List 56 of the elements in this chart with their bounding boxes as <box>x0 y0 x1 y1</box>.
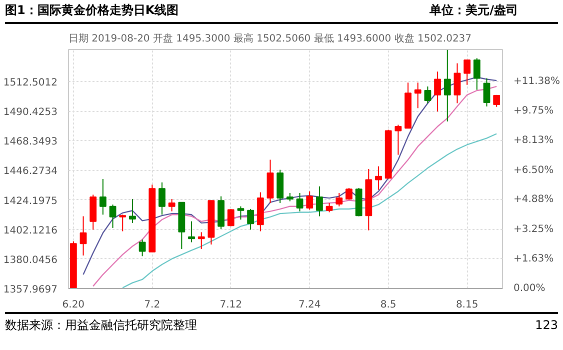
candlestick <box>454 62 461 104</box>
candlestick <box>129 198 136 224</box>
y2-tick-label: +6.50% <box>514 164 554 176</box>
y2-tick-label: +11.38% <box>514 76 560 88</box>
candlestick <box>109 204 116 228</box>
candlestick <box>247 208 254 230</box>
y-tick-label: 1512.5012 <box>3 78 58 89</box>
x-tick-label: 7.24 <box>298 300 321 310</box>
line-series <box>122 133 498 288</box>
y-tick-label: 1380.0456 <box>3 254 58 266</box>
candlestick <box>188 220 195 243</box>
candlestick <box>336 192 343 207</box>
x-tick-label: 7.12 <box>220 300 242 310</box>
candlestick <box>483 78 490 107</box>
candlestick <box>394 124 402 156</box>
candlestick <box>158 182 166 216</box>
candlestick <box>375 166 382 190</box>
source-note: 数据来源：用益金融信托研究院整理 <box>5 317 197 334</box>
candlestick <box>464 59 471 86</box>
x-tick-label: 7.2 <box>144 300 160 310</box>
candlestick <box>326 202 333 213</box>
chart-title: 图1：国际黄金价格走势日K线图 <box>5 2 179 19</box>
candlestick <box>444 50 451 122</box>
y-tick-label: 1424.1975 <box>3 196 58 207</box>
y-tick-label: 1468.3493 <box>3 136 58 148</box>
y2-tick-label: +1.63% <box>514 253 554 264</box>
y2-tick-label: +3.25% <box>514 224 554 235</box>
candlestick <box>296 192 304 212</box>
candlestick <box>198 232 205 250</box>
candlestick <box>99 178 106 216</box>
text: 123 <box>535 317 558 334</box>
candlestick <box>138 239 146 257</box>
y2-tick-label: +8.13% <box>514 135 554 146</box>
y2-tick-label: 0.00% <box>514 283 546 294</box>
candlestick <box>227 208 234 227</box>
candlestick <box>306 190 314 210</box>
x-tick-label: 8.15 <box>456 300 478 310</box>
candlestick <box>473 58 480 90</box>
y2-tick-label: +9.75% <box>514 106 554 117</box>
chart-subtitle: 日期 2019-08-20 开盘 1495.3000 最高 1502.5060 最低 1493.6000 收盘 1502.0237 <box>68 32 472 44</box>
y-tick-label: 1490.4253 <box>3 107 58 118</box>
candlestick <box>168 198 176 212</box>
y-tick-label: 1446.2734 <box>3 166 58 178</box>
y-tick-label: 1402.1216 <box>3 225 58 236</box>
candlestick <box>237 206 244 220</box>
y-tick-label: 1357.9697 <box>3 284 58 296</box>
candlestick <box>316 186 323 217</box>
x-tick-label: 8.5 <box>380 300 396 310</box>
candlestick <box>434 71 441 112</box>
candlestick <box>80 216 87 256</box>
candlestick <box>424 86 432 104</box>
text: 单位：美元/盎司 <box>430 2 518 19</box>
y2-tick-label: +4.88% <box>514 194 554 206</box>
x-tick-label: 6.20 <box>62 300 85 310</box>
candlestick <box>119 214 126 232</box>
candlestick <box>414 82 422 109</box>
